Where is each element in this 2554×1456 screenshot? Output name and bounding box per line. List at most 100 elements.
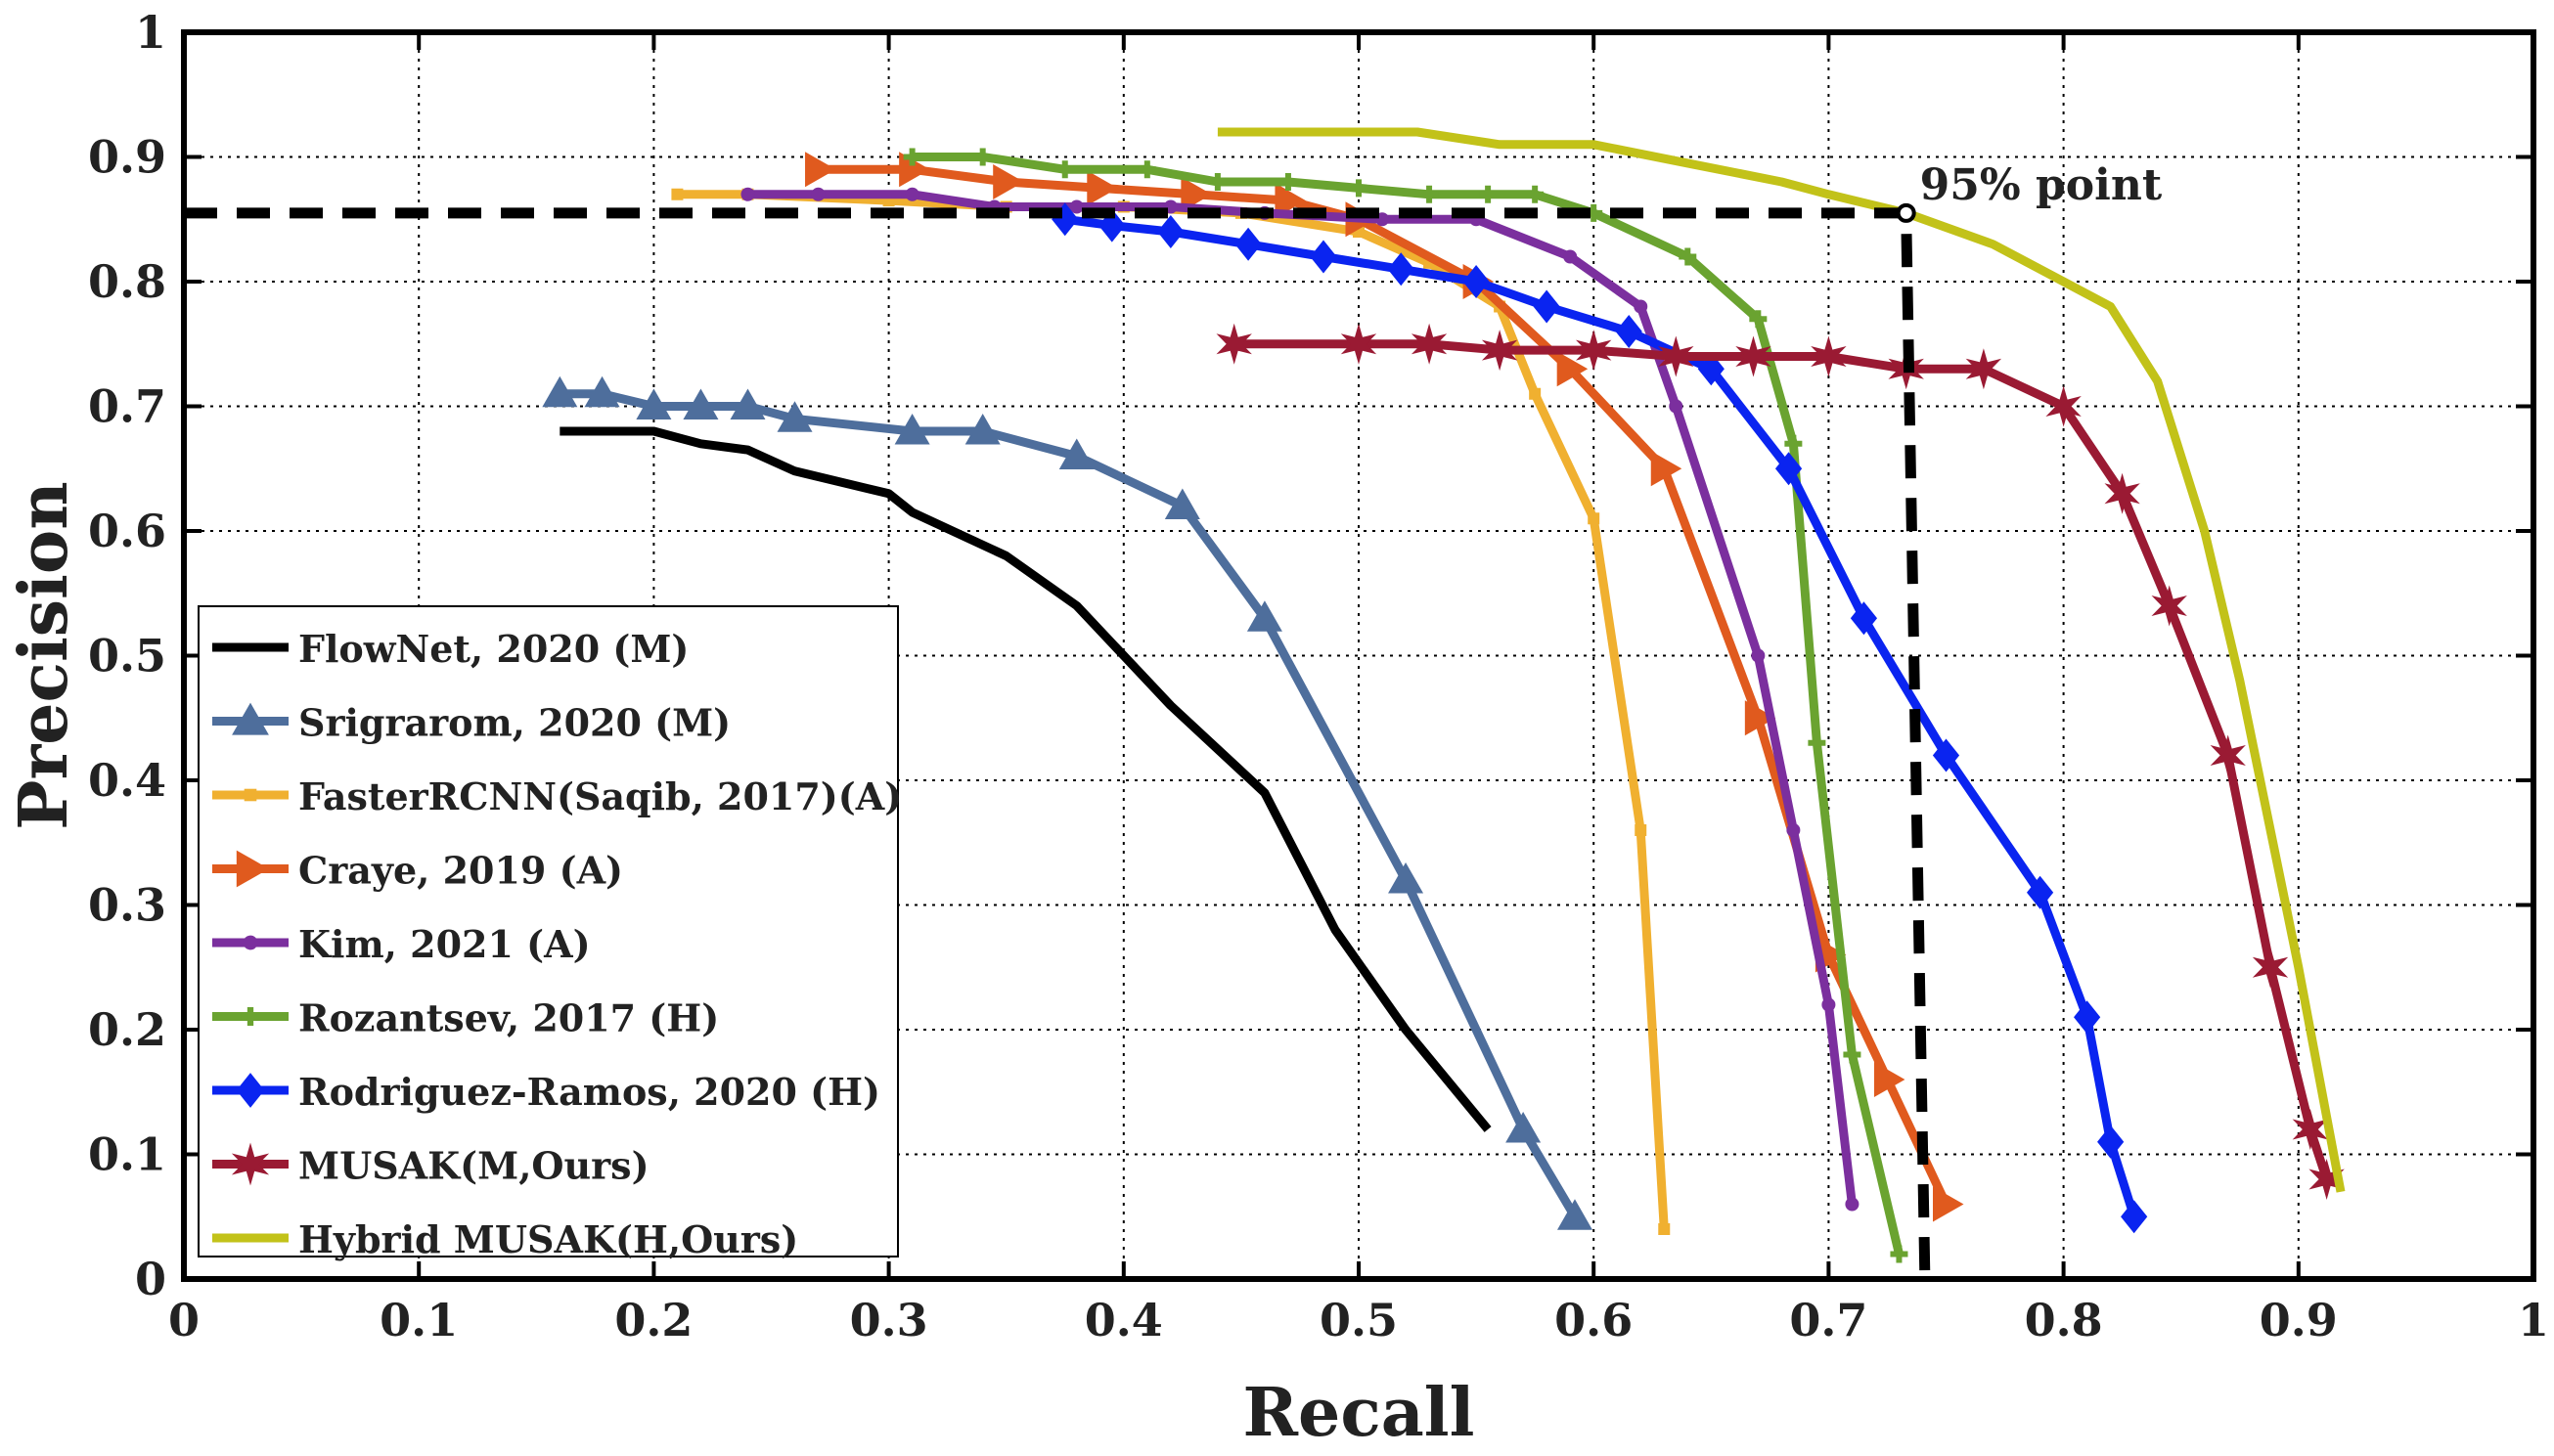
data-point-rozantsev-2017-h — [1055, 160, 1074, 179]
data-point-srigrarom-2020-m — [1388, 862, 1424, 894]
data-point-musak-m-ours — [1340, 323, 1377, 365]
data-point-rodriguez-ramos-2020-h — [1462, 265, 1490, 298]
data-point-craye-2019-a — [805, 152, 836, 188]
legend-label: FlowNet, 2020 (M) — [298, 627, 689, 671]
data-point-craye-2019-a — [993, 164, 1024, 199]
tick-layer: 0 0.1 0.2 0.3 0.4 0.5 0.6 0.7 0.8 0.9 1 0 0.1 0.2 0.3 0… — [88, 6, 2549, 1346]
data-point-srigrarom-2020-m — [1246, 600, 1282, 632]
legend-item-rozantsev-2017-h: Rozantsev, 2017 (H) — [212, 996, 719, 1040]
data-point-musak-m-ours — [2151, 585, 2187, 627]
y-tick-label: 0.1 — [88, 1128, 166, 1181]
data-point-rozantsev-2017-h — [1843, 1045, 1861, 1064]
x-tick-label: 0.8 — [2025, 1294, 2103, 1346]
data-point-rodriguez-ramos-2020-h — [1932, 738, 1960, 772]
data-point-srigrarom-2020-m — [1164, 488, 1200, 519]
x-tick-label: 0.9 — [2260, 1294, 2338, 1346]
data-point-kim-2021-a — [905, 187, 919, 201]
data-point-kim-2021-a — [1563, 249, 1578, 264]
data-point-craye-2019-a — [899, 152, 930, 188]
y-tick-label: 0.4 — [88, 754, 166, 807]
legend-marker — [244, 788, 257, 802]
legend-marker — [236, 1073, 265, 1108]
data-point-srigrarom-2020-m — [730, 388, 766, 419]
legend-box — [198, 605, 899, 1257]
data-point-rodriguez-ramos-2020-h — [1052, 202, 1079, 237]
y-tick-label: 0.9 — [88, 131, 166, 184]
data-point-rozantsev-2017-h — [903, 148, 921, 166]
legend-label: Hybrid MUSAK(H,Ours) — [298, 1217, 798, 1261]
legend-label: Kim, 2021 (A) — [298, 922, 591, 966]
y-tick-label: 0.7 — [88, 380, 166, 433]
data-point-kim-2021-a — [1821, 997, 1836, 1012]
data-point-rozantsev-2017-h — [1890, 1245, 1908, 1263]
legend-item-srigrarom-2020-m: Srigrarom, 2020 (M) — [212, 701, 731, 745]
data-point-craye-2019-a — [1873, 1062, 1905, 1097]
data-point-rozantsev-2017-h — [973, 148, 992, 166]
y-axis-label: Precision — [5, 481, 83, 829]
series-rozantsev-2017-h — [903, 148, 1908, 1263]
legend-marker — [231, 1142, 270, 1186]
data-point-rozantsev-2017-h — [1138, 160, 1156, 179]
data-point-rozantsev-2017-h — [1278, 173, 1297, 191]
data-point-rodriguez-ramos-2020-h — [2097, 1125, 2125, 1159]
data-point-rodriguez-ramos-2020-h — [1850, 601, 1878, 636]
data-point-craye-2019-a — [1556, 351, 1589, 387]
legend-marker — [236, 850, 269, 888]
x-tick-label: 0.2 — [614, 1294, 693, 1346]
legend-marker — [243, 935, 258, 950]
legend-label: MUSAK(M,Ours) — [298, 1144, 650, 1188]
data-point-kim-2021-a — [1634, 299, 1648, 314]
series-line-flownet-2020-m — [560, 426, 1492, 1132]
data-point-fasterrcnn-saqib-2017-a — [671, 188, 684, 200]
data-point-kim-2021-a — [811, 187, 826, 201]
data-point-rozantsev-2017-h — [1420, 185, 1439, 203]
legend-item-kim-2021-a: Kim, 2021 (A) — [212, 922, 591, 966]
x-tick-label: 0.5 — [1320, 1294, 1398, 1346]
data-point-musak-m-ours — [2210, 734, 2246, 776]
annotation-label: 95% point — [1920, 160, 2163, 210]
data-point-musak-m-ours — [1735, 335, 1771, 377]
data-point-rodriguez-ramos-2020-h — [2026, 875, 2054, 909]
data-point-srigrarom-2020-m — [1556, 1199, 1592, 1230]
data-point-musak-m-ours — [2252, 947, 2289, 989]
data-point-rodriguez-ramos-2020-h — [2121, 1200, 2148, 1234]
data-point-srigrarom-2020-m — [894, 414, 930, 445]
legend-item-hybrid-musak-h-ours: Hybrid MUSAK(H,Ours) — [212, 1217, 798, 1261]
legend-label: Srigrarom, 2020 (M) — [298, 701, 731, 745]
legend-label: Craye, 2019 (A) — [298, 849, 623, 893]
data-point-craye-2019-a — [1181, 176, 1212, 212]
data-point-rodriguez-ramos-2020-h — [1774, 452, 1803, 486]
series-line-kim-2021-a — [747, 190, 1857, 1206]
x-tick-label: 0.6 — [1554, 1294, 1633, 1346]
data-point-srigrarom-2020-m — [683, 388, 719, 419]
legend-item-flownet-2020-m: FlowNet, 2020 (M) — [212, 627, 689, 671]
series-hybrid-musak-h-ours — [1217, 127, 2346, 1193]
data-point-craye-2019-a — [1933, 1186, 1964, 1222]
x-axis-label: Recall — [1243, 1374, 1475, 1451]
legend-label: FasterRCNN(Saqib, 2017)(A) — [298, 774, 902, 818]
data-point-musak-m-ours — [1658, 335, 1694, 377]
data-point-srigrarom-2020-m — [1505, 1112, 1542, 1143]
legend-item-rodriguez-ramos-2020-h: Rodriguez-Ramos, 2020 (H) — [212, 1070, 880, 1114]
x-tick-label: 0 — [168, 1294, 200, 1346]
data-point-rozantsev-2017-h — [1808, 733, 1826, 752]
data-point-rodriguez-ramos-2020-h — [1310, 240, 1337, 274]
legend-marker — [232, 702, 269, 735]
data-point-srigrarom-2020-m — [777, 401, 813, 432]
x-tick-label: 1 — [2518, 1294, 2549, 1346]
annotation-layer: 95% point — [184, 160, 2163, 1280]
data-point-musak-m-ours — [1411, 323, 1448, 365]
data-point-musak-m-ours — [1481, 330, 1518, 372]
data-point-rodriguez-ramos-2020-h — [1387, 252, 1414, 287]
data-point-rozantsev-2017-h — [1784, 434, 1803, 453]
data-point-rozantsev-2017-h — [1679, 247, 1697, 266]
data-point-rozantsev-2017-h — [1749, 310, 1768, 329]
legend-item-musak-m-ours: MUSAK(M,Ours) — [212, 1142, 650, 1188]
data-point-kim-2021-a — [1786, 823, 1801, 837]
y-tick-label: 0.6 — [88, 505, 166, 557]
y-tick-label: 0.2 — [88, 1003, 166, 1056]
data-point-fasterrcnn-saqib-2017-a — [1635, 824, 1647, 836]
data-point-musak-m-ours — [2308, 1159, 2345, 1200]
series-rodriguez-ramos-2020-h — [1052, 202, 2148, 1234]
y-tick-label: 0 — [135, 1253, 166, 1305]
